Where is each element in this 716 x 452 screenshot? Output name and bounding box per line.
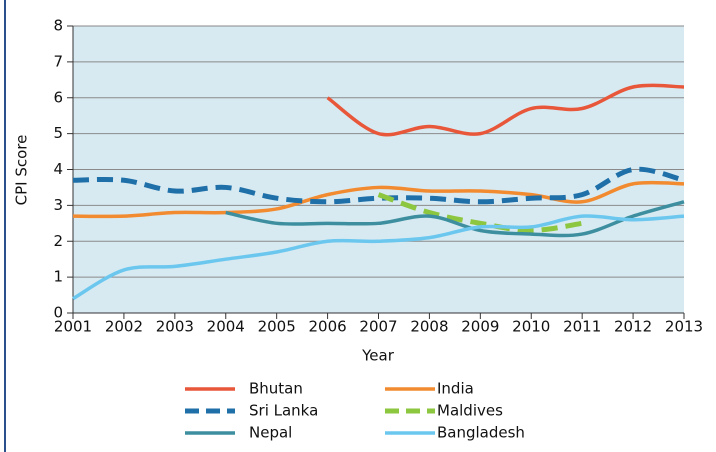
x-tick-label: 2010 (512, 318, 550, 336)
x-tick-label: 2006 (308, 318, 346, 336)
x-tick-label: 2004 (207, 318, 245, 336)
series-line (377, 192, 583, 233)
series-line (326, 83, 685, 137)
x-tick-label: 2008 (410, 318, 448, 336)
y-tick-label: 5 (53, 124, 63, 142)
x-tick-label: 2007 (359, 318, 397, 336)
x-tick-label: 2003 (156, 318, 194, 336)
y-tick-label: 0 (53, 304, 63, 322)
x-tick-label: 2013 (665, 318, 703, 336)
legend-label: India (437, 380, 474, 398)
x-tick-label: 2005 (258, 318, 296, 336)
legend-label: Sri Lanka (249, 402, 318, 420)
y-tick-label: 1 (53, 268, 63, 286)
x-tick-label: 2011 (563, 318, 601, 336)
x-axis-label: Year (361, 347, 395, 365)
y-tick-label: 4 (53, 160, 63, 178)
x-tick-label: 2002 (105, 318, 143, 336)
series-line (72, 180, 685, 219)
legend-label: Bhutan (249, 380, 303, 398)
series-line (72, 166, 685, 205)
y-tick-label: 3 (53, 196, 63, 214)
series-line (225, 200, 685, 238)
y-tick-label: 8 (53, 17, 63, 35)
y-tick-label: 7 (53, 52, 63, 70)
x-tick-label: 2009 (461, 318, 499, 336)
y-tick-label: 6 (53, 88, 63, 106)
legend-label: Bangladesh (437, 424, 525, 442)
series-line (72, 214, 685, 301)
legend-label: Maldives (437, 402, 503, 420)
y-axis-label: CPI Score (13, 135, 31, 206)
x-tick-label: 2001 (54, 318, 92, 336)
legend-label: Nepal (249, 424, 292, 442)
y-tick-label: 2 (53, 232, 63, 250)
x-tick-label: 2012 (614, 318, 652, 336)
